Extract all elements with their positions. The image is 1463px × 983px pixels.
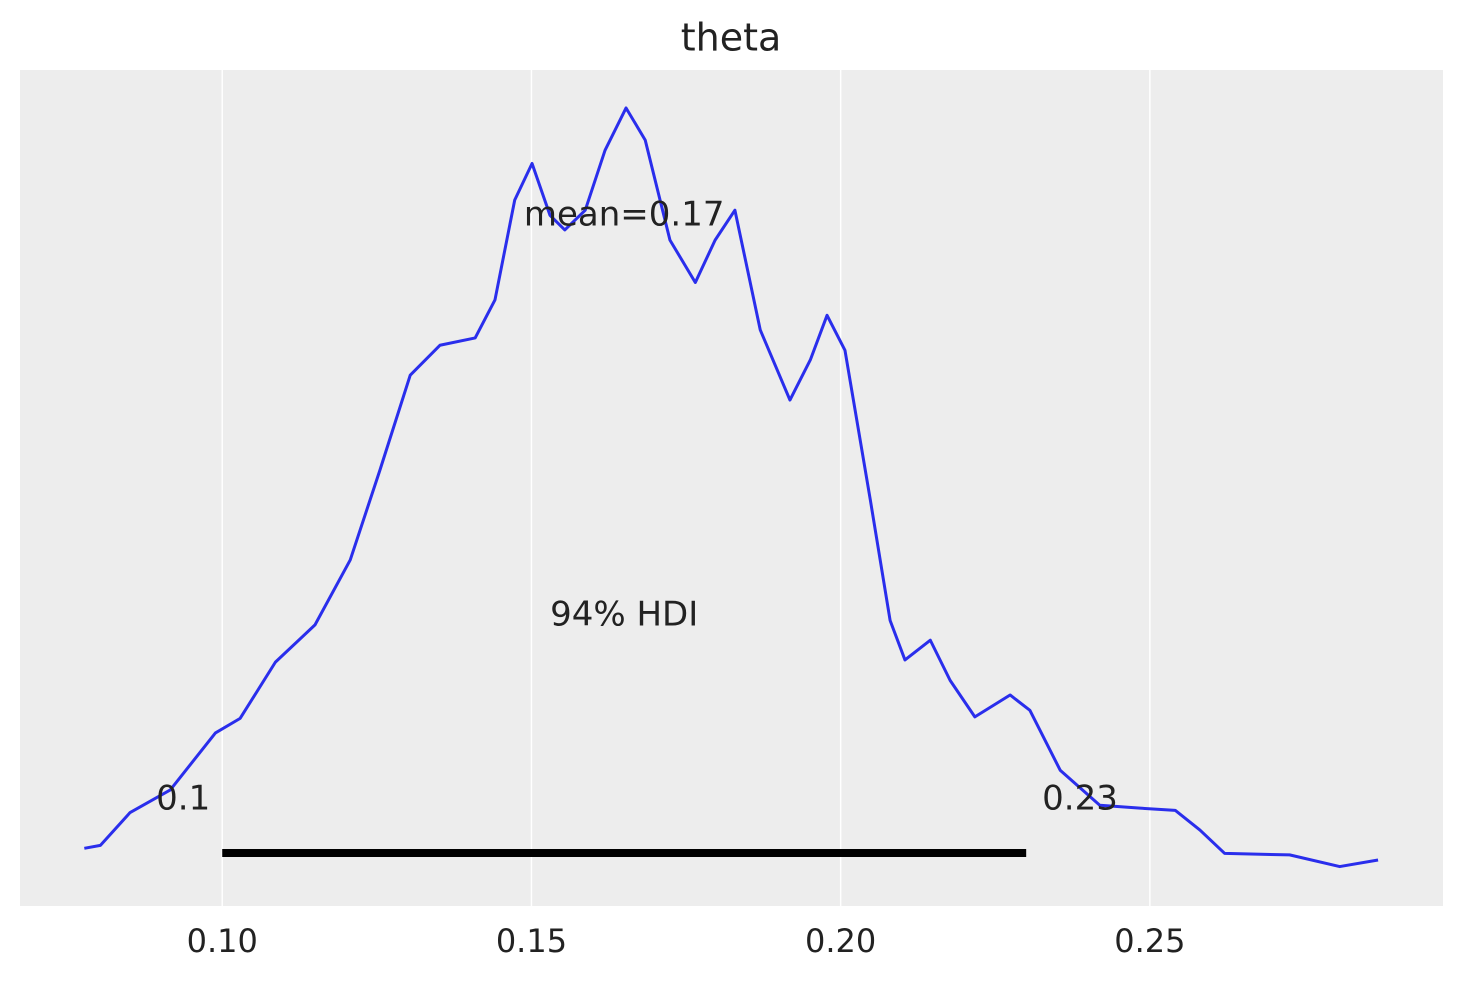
plot-area bbox=[20, 70, 1443, 906]
x-tick-label: 0.15 bbox=[496, 922, 567, 960]
hdi-upper-label: 0.23 bbox=[1042, 779, 1118, 819]
x-tick-label: 0.10 bbox=[187, 922, 258, 960]
chart-title: theta bbox=[681, 16, 782, 60]
hdi-label: 94% HDI bbox=[550, 595, 698, 635]
mean-label: mean=0.17 bbox=[524, 195, 725, 235]
x-tick-label: 0.25 bbox=[1114, 922, 1185, 960]
hdi-lower-label: 0.1 bbox=[156, 779, 210, 819]
x-tick-label: 0.20 bbox=[805, 922, 876, 960]
density-line bbox=[84, 106, 1379, 869]
